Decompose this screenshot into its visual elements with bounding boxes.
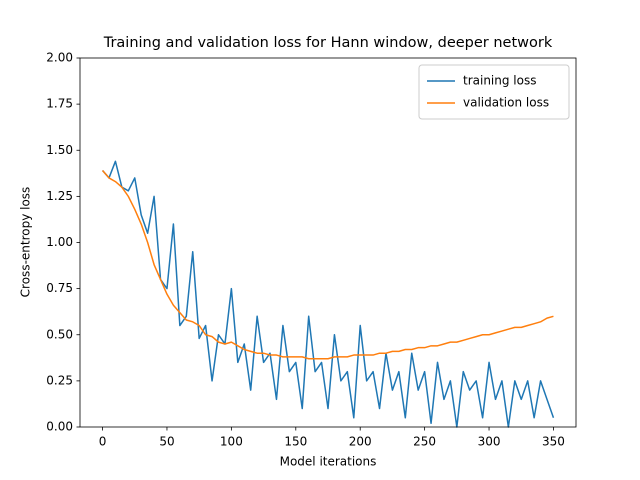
y-tick-label: 1.50 bbox=[46, 143, 73, 157]
chart-title: Training and validation loss for Hann wi… bbox=[103, 35, 553, 51]
x-tick-label: 200 bbox=[349, 435, 372, 449]
series-line bbox=[101, 160, 555, 428]
x-tick-label: 50 bbox=[159, 435, 174, 449]
y-tick-label: 0.50 bbox=[46, 327, 73, 341]
y-tick-label: 2.00 bbox=[46, 51, 73, 65]
legend-label: training loss bbox=[463, 74, 536, 88]
x-tick-label: 300 bbox=[478, 435, 501, 449]
y-tick-label: 1.75 bbox=[46, 97, 73, 111]
x-tick-label: 250 bbox=[413, 435, 436, 449]
x-axis-label: Model iterations bbox=[280, 455, 377, 469]
y-tick-label: 0.00 bbox=[46, 420, 73, 434]
x-tick-label: 150 bbox=[284, 435, 307, 449]
x-tick-label: 350 bbox=[542, 435, 565, 449]
x-tick-label: 0 bbox=[99, 435, 107, 449]
y-tick-label: 0.75 bbox=[46, 281, 73, 295]
y-tick-label: 0.25 bbox=[46, 373, 73, 387]
legend-label: validation loss bbox=[463, 96, 549, 110]
axes-frame bbox=[79, 57, 577, 428]
y-tick-label: 1.25 bbox=[46, 189, 73, 203]
legend-box bbox=[418, 64, 570, 120]
y-axis-label: Cross-entropy loss bbox=[19, 187, 33, 298]
series-line bbox=[101, 170, 554, 360]
x-tick-label: 100 bbox=[220, 435, 243, 449]
y-tick-label: 1.00 bbox=[46, 235, 73, 249]
